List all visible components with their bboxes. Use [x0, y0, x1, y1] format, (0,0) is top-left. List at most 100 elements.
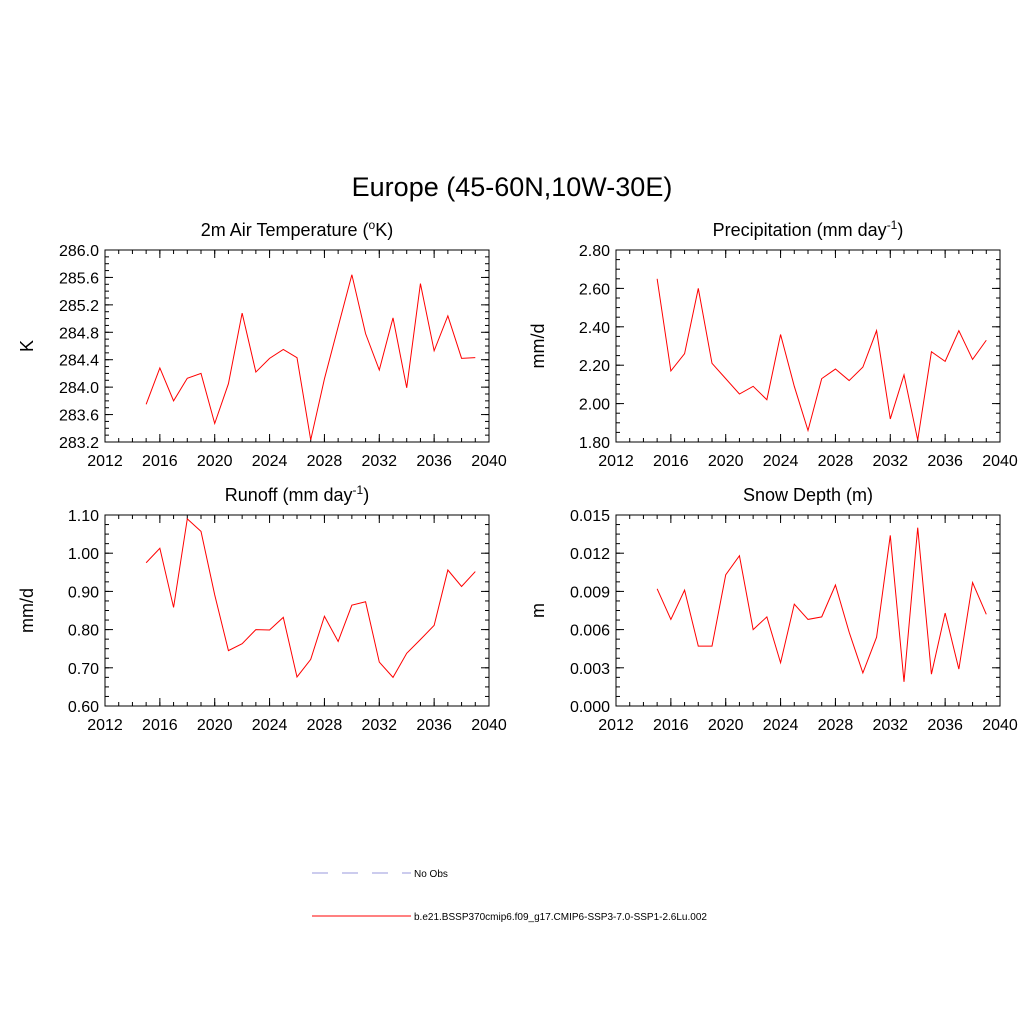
panel-title-suffix: K)	[375, 220, 393, 240]
y-tick-label: 2.60	[579, 281, 610, 298]
data-point	[324, 378, 325, 379]
series-line	[145, 274, 476, 441]
y-tick-label: 0.003	[570, 661, 610, 678]
data-point	[447, 315, 448, 316]
x-tick-label: 2020	[708, 453, 744, 470]
data-point	[365, 333, 366, 334]
data-point	[725, 574, 726, 575]
legend-label: b.e21.BSSP370cmip6.f09_g17.CMIP6-SSP3-7.…	[414, 912, 707, 923]
data-point	[821, 378, 822, 379]
y-tick-label: 0.80	[68, 623, 99, 640]
x-tick-label: 2012	[87, 453, 123, 470]
legend: No Obs b.e21.BSSP370cmip6.f09_g17.CMIP6-S…	[312, 869, 707, 923]
data-point	[753, 629, 754, 630]
data-point	[780, 662, 781, 663]
data-point	[876, 330, 877, 331]
panel-title-suffix: )	[897, 220, 903, 240]
panel-title: Runoff (mm day-1)	[225, 483, 369, 505]
data-point	[242, 643, 243, 644]
data-point	[972, 359, 973, 360]
data-point	[712, 646, 713, 647]
data-point	[670, 370, 671, 371]
data-point	[214, 594, 215, 595]
data-point	[794, 604, 795, 605]
data-point	[406, 653, 407, 654]
y-tick-label: 0.70	[68, 661, 99, 678]
data-point	[986, 614, 987, 615]
y-tick-label: 286.0	[59, 243, 99, 260]
x-tick-label: 2032	[361, 717, 397, 734]
data-point	[890, 535, 891, 536]
x-tick-label: 2024	[252, 717, 288, 734]
x-tick-label: 2020	[197, 453, 233, 470]
data-point	[146, 404, 147, 405]
data-point	[890, 418, 891, 419]
figure-title: Europe (45-60N,10W-30E)	[352, 172, 673, 202]
data-point	[753, 386, 754, 387]
x-tick-label: 2016	[653, 717, 689, 734]
y-tick-label: 2.00	[579, 397, 610, 414]
x-tick-label: 2036	[416, 717, 452, 734]
data-point	[283, 349, 284, 350]
data-point	[904, 681, 905, 682]
data-point	[255, 629, 256, 630]
x-tick-label: 2040	[471, 717, 507, 734]
data-point	[351, 605, 352, 606]
data-point	[434, 350, 435, 351]
data-point	[393, 677, 394, 678]
panel-title-suffix: )	[363, 485, 369, 505]
x-tick-label: 2032	[361, 453, 397, 470]
data-point	[931, 351, 932, 352]
data-point	[725, 378, 726, 379]
data-point	[657, 588, 658, 589]
data-point	[780, 334, 781, 335]
legend-entry: b.e21.BSSP370cmip6.f09_g17.CMIP6-SSP3-7.…	[312, 912, 707, 923]
data-point	[201, 531, 202, 532]
x-tick-label: 2016	[653, 453, 689, 470]
panel-title-main: Snow Depth (m)	[743, 485, 873, 505]
data-point	[698, 646, 699, 647]
x-tick-label: 2040	[982, 717, 1018, 734]
data-point	[297, 357, 298, 358]
x-tick-label: 2012	[598, 453, 634, 470]
y-tick-label: 283.6	[59, 408, 99, 425]
y-tick-label: 2.80	[579, 243, 610, 260]
data-point	[159, 548, 160, 549]
y-tick-label: 2.40	[579, 320, 610, 337]
data-point	[917, 527, 918, 528]
series-line	[656, 527, 987, 682]
data-point	[269, 629, 270, 630]
data-point	[739, 394, 740, 395]
data-point	[310, 659, 311, 660]
data-point	[420, 283, 421, 284]
y-tick-label: 284.0	[59, 380, 99, 397]
data-point	[849, 632, 850, 633]
chart-panel: 2012 2016 2020 2024 2028 2032 2036 2040 0.000 0.0…	[528, 485, 1018, 734]
x-tick-label: 2024	[252, 453, 288, 470]
data-point	[712, 363, 713, 364]
data-point	[242, 313, 243, 314]
chart-panel: 2012 2016 2020 2024 2028 2032 2036 2040 283.2 283…	[17, 218, 507, 470]
data-point	[808, 430, 809, 431]
x-tick-label: 2032	[872, 453, 908, 470]
data-point	[379, 662, 380, 663]
x-tick-label: 2036	[927, 717, 963, 734]
data-point	[835, 369, 836, 370]
x-tick-label: 2024	[763, 717, 799, 734]
data-point	[461, 358, 462, 359]
data-point	[958, 669, 959, 670]
panel-title-main: Precipitation (mm day	[713, 220, 887, 240]
x-tick-label: 2036	[416, 453, 452, 470]
data-point	[945, 361, 946, 362]
data-point	[297, 676, 298, 677]
data-point	[228, 650, 229, 651]
data-point	[808, 619, 809, 620]
data-point	[420, 639, 421, 640]
series-line	[145, 517, 476, 679]
y-axis-label: m	[528, 603, 548, 618]
data-point	[434, 625, 435, 626]
y-tick-label: 284.4	[59, 353, 99, 370]
data-point	[461, 586, 462, 587]
